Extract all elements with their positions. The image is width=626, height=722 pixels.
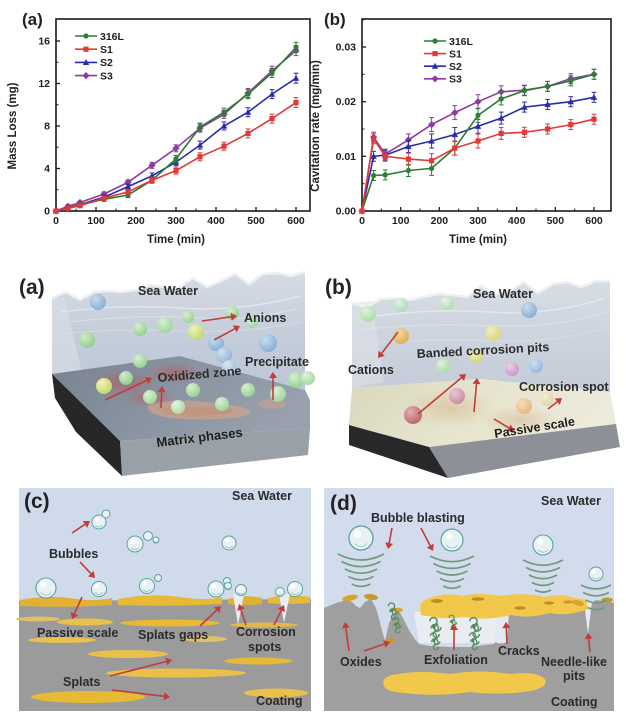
svg-text:Splats: Splats: [63, 675, 101, 689]
svg-text:Exfoliation: Exfoliation: [424, 653, 488, 667]
svg-text:Banded corrosion pits: Banded corrosion pits: [416, 340, 549, 361]
svg-text:12: 12: [38, 78, 50, 90]
svg-text:Time (min): Time (min): [147, 234, 205, 246]
svg-text:(c): (c): [24, 490, 50, 513]
svg-text:Sea Water: Sea Water: [473, 287, 533, 301]
svg-text:(d): (d): [330, 492, 357, 515]
svg-text:(a): (a): [19, 276, 45, 299]
svg-text:Sea Water: Sea Water: [232, 489, 292, 503]
svg-text:8: 8: [44, 121, 50, 133]
svg-text:Passive scale: Passive scale: [37, 626, 118, 640]
svg-text:S2: S2: [449, 61, 462, 73]
svg-text:Coating: Coating: [551, 695, 598, 709]
svg-text:Anions: Anions: [244, 311, 286, 325]
svg-text:S3: S3: [100, 70, 113, 82]
svg-text:S2: S2: [100, 57, 113, 69]
svg-text:Time (min): Time (min): [449, 234, 507, 246]
svg-text:0.00: 0.00: [336, 206, 357, 218]
svg-text:Cations: Cations: [348, 363, 394, 377]
svg-text:0: 0: [359, 215, 365, 227]
svg-text:Sea Water: Sea Water: [138, 284, 198, 298]
svg-text:0.01: 0.01: [336, 151, 357, 163]
svg-text:300: 300: [167, 215, 185, 227]
svg-text:Bubbles: Bubbles: [49, 547, 98, 561]
svg-text:S1: S1: [449, 48, 462, 60]
svg-text:316L: 316L: [449, 36, 474, 48]
svg-text:(b): (b): [324, 10, 346, 29]
svg-text:(b): (b): [325, 276, 352, 299]
svg-text:600: 600: [585, 215, 603, 227]
svg-text:Coating: Coating: [256, 694, 303, 708]
svg-text:4: 4: [44, 163, 50, 175]
svg-text:Corrosion spot: Corrosion spot: [519, 380, 609, 394]
svg-text:16: 16: [38, 36, 50, 48]
svg-text:(a): (a): [22, 10, 43, 29]
svg-text:200: 200: [127, 215, 145, 227]
svg-text:200: 200: [431, 215, 449, 227]
svg-text:300: 300: [469, 215, 487, 227]
svg-text:Needle-like: Needle-like: [541, 655, 607, 669]
svg-text:500: 500: [547, 215, 565, 227]
svg-text:400: 400: [508, 215, 526, 227]
svg-text:Cracks: Cracks: [498, 644, 540, 658]
svg-text:0.03: 0.03: [336, 41, 357, 53]
svg-text:600: 600: [287, 215, 305, 227]
svg-text:400: 400: [207, 215, 225, 227]
svg-text:S1: S1: [100, 44, 113, 56]
svg-text:0: 0: [44, 206, 50, 218]
svg-text:Cavitation rate (mg/min): Cavitation rate (mg/min): [310, 60, 322, 192]
svg-text:Precipitate: Precipitate: [245, 355, 309, 369]
svg-text:pits: pits: [563, 669, 585, 683]
svg-text:500: 500: [247, 215, 265, 227]
svg-text:Oxides: Oxides: [340, 655, 382, 669]
svg-text:Mass Loss (mg): Mass Loss (mg): [7, 82, 19, 169]
svg-text:spots: spots: [248, 640, 281, 654]
svg-text:Corrosion: Corrosion: [236, 625, 296, 639]
svg-text:0.02: 0.02: [336, 96, 357, 108]
svg-text:100: 100: [392, 215, 410, 227]
svg-text:100: 100: [87, 215, 105, 227]
svg-text:Splats gaps: Splats gaps: [138, 628, 208, 642]
svg-text:Sea Water: Sea Water: [541, 494, 601, 508]
svg-text:Bubble blasting: Bubble blasting: [371, 511, 465, 525]
svg-text:S3: S3: [449, 74, 462, 86]
svg-text:0: 0: [53, 215, 59, 227]
svg-text:316L: 316L: [100, 31, 125, 43]
